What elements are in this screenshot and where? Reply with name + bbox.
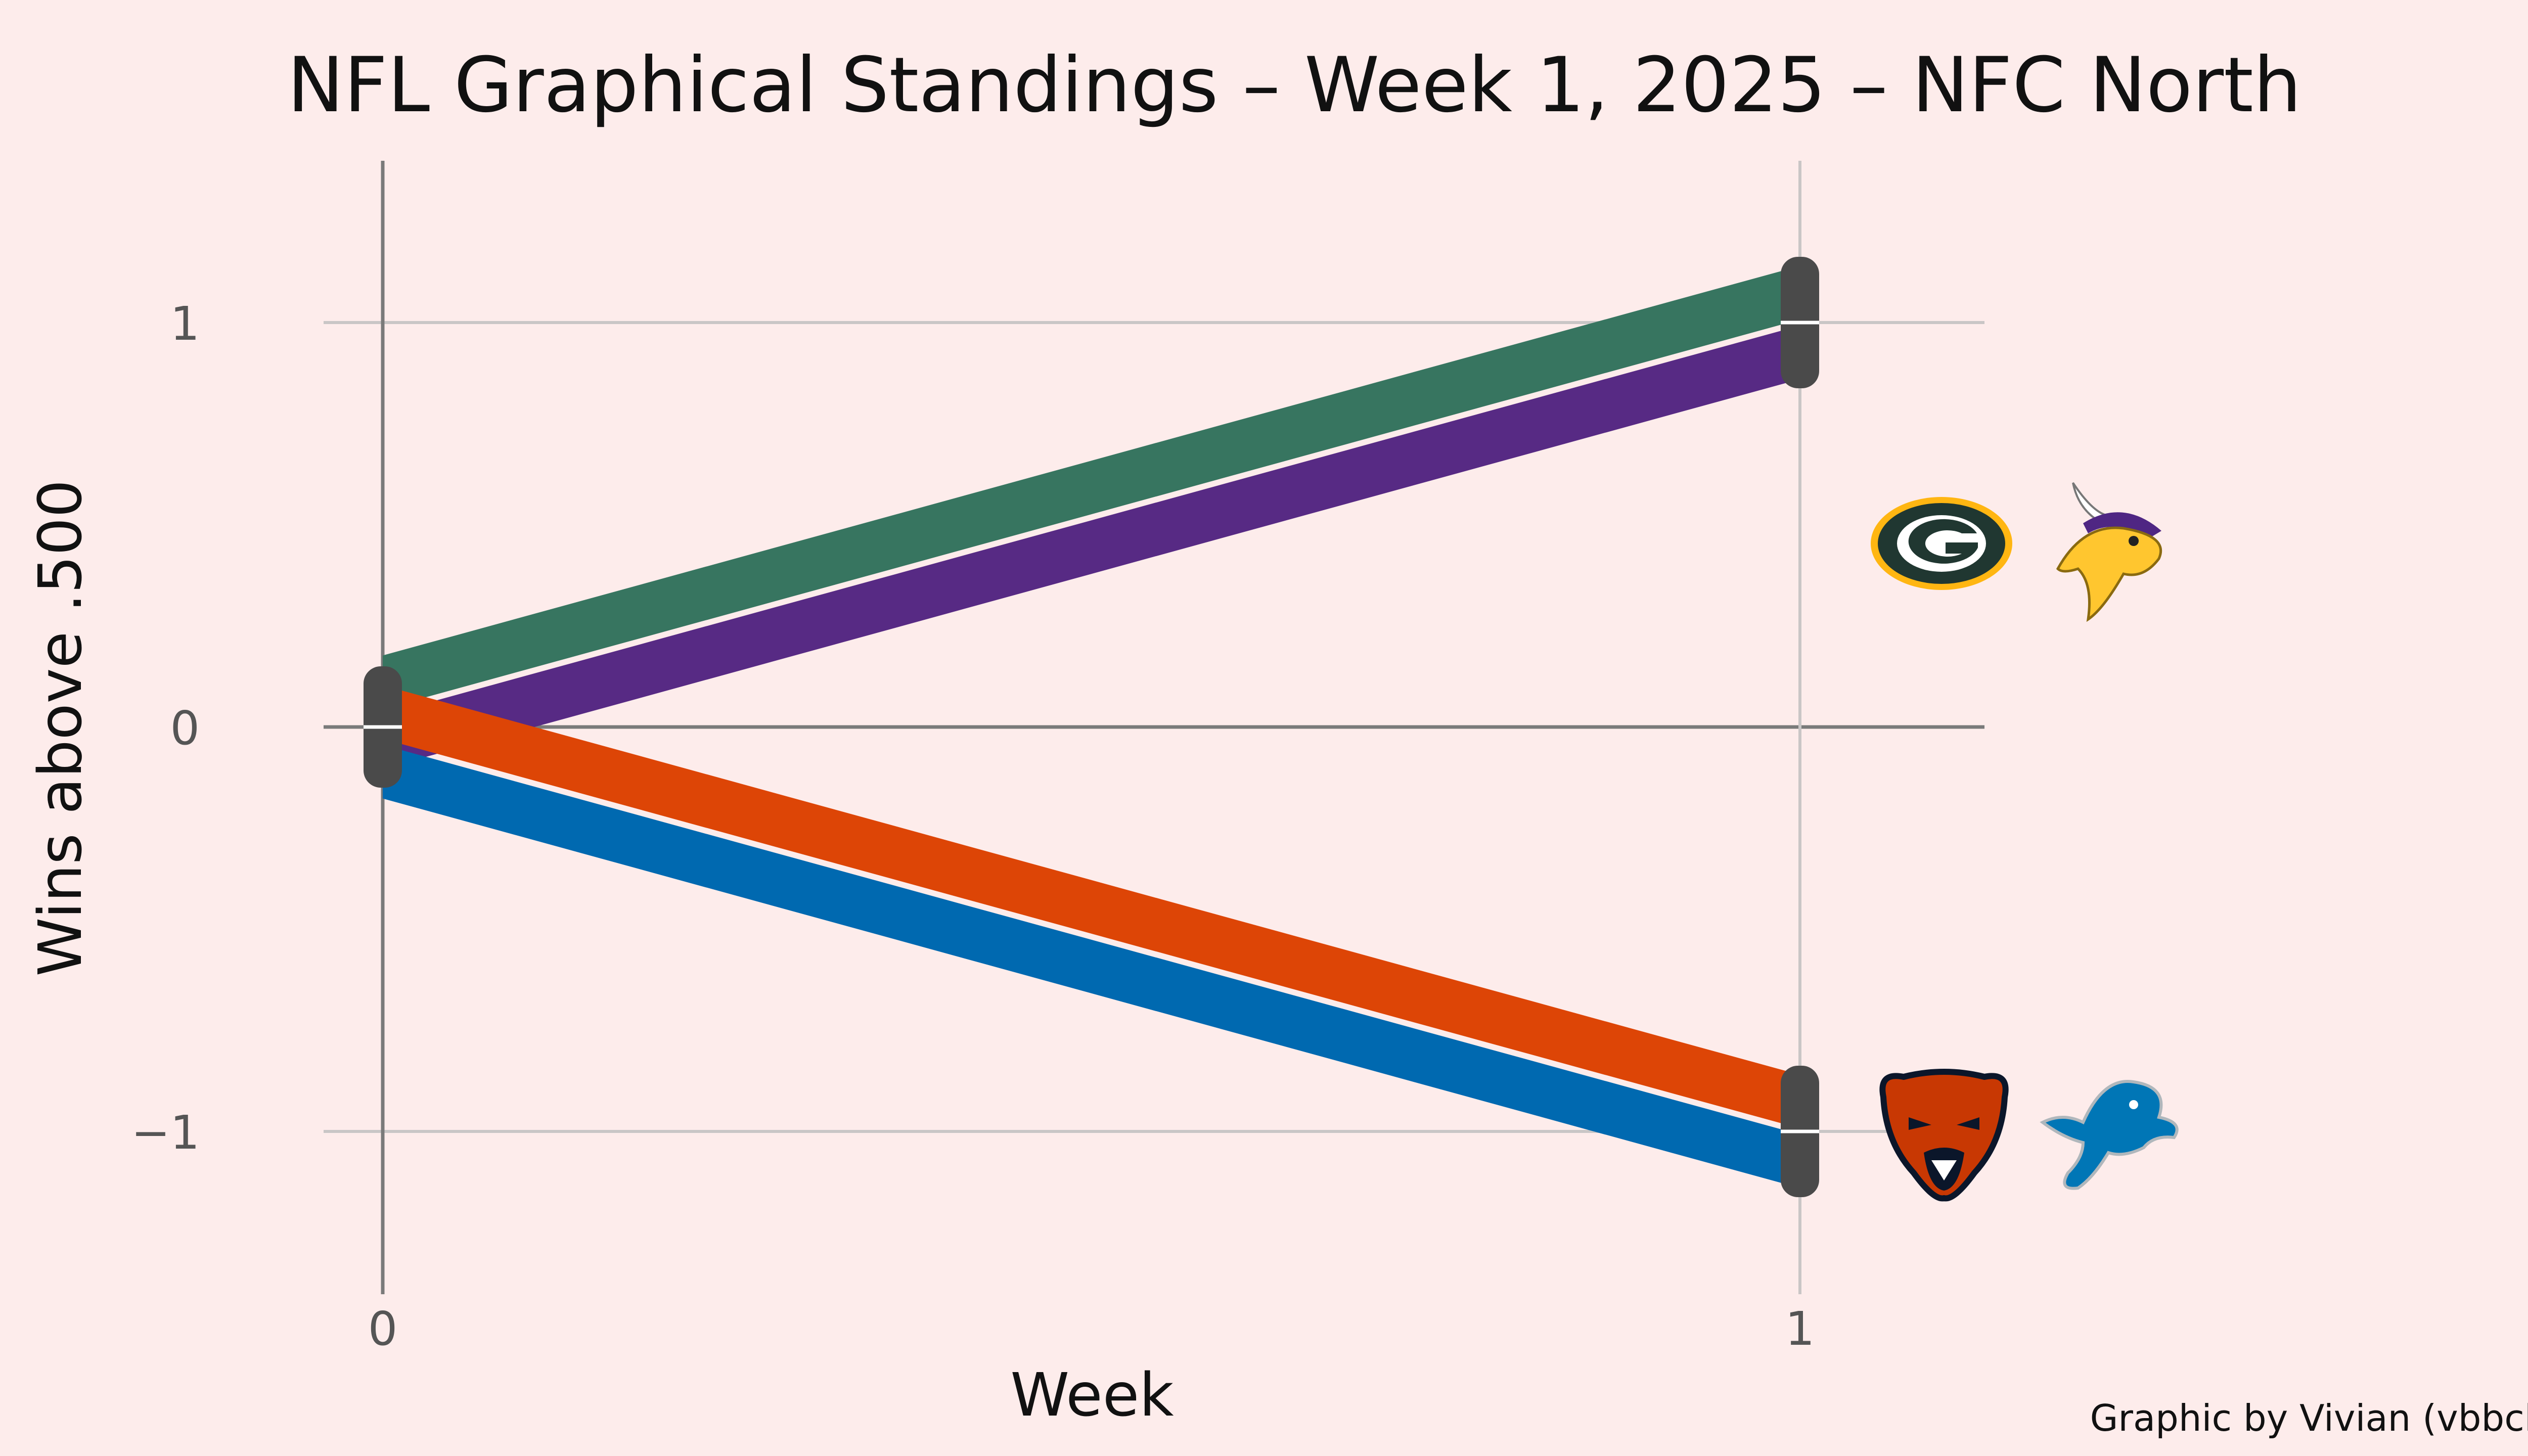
lions-logo [2040, 1080, 2179, 1190]
series-line-vikings [383, 326, 1800, 769]
series-line-bears [383, 685, 1800, 1128]
y-tick-label: 0 [170, 701, 200, 755]
endpoint-caps [364, 257, 1819, 1197]
credit-text: Graphic by Vivian (vbbcla) [2090, 1397, 2528, 1439]
vikings-logo [2056, 482, 2162, 622]
x-tick-label: 1 [1785, 1302, 1815, 1356]
chart-text: NFL Graphical Standings – Week 1, 2025 –… [25, 41, 2528, 1439]
packers-logo [1871, 497, 2012, 590]
x-tick-label: 0 [368, 1302, 398, 1356]
series-lines [383, 266, 1800, 1188]
series-line-lions [383, 745, 1800, 1188]
team-logos [1871, 482, 2179, 1202]
y-tick-label: 1 [170, 297, 200, 351]
series-line-packers [383, 266, 1800, 709]
chart-title: NFL Graphical Standings – Week 1, 2025 –… [287, 41, 2301, 129]
x-axis-label: Week [1010, 1360, 1173, 1430]
y-axis-label: Wins above .500 [25, 480, 95, 977]
y-tick-label: −1 [131, 1106, 200, 1160]
bears-logo [1879, 1069, 2009, 1202]
